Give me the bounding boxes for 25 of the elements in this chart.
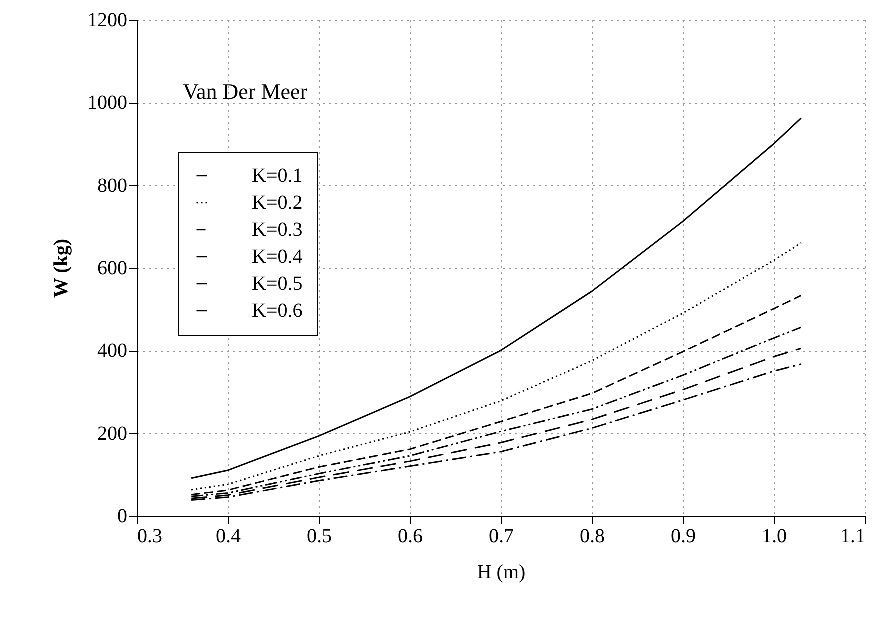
legend-label: K=0.2 <box>252 192 303 214</box>
x-tick-label: 1.0 <box>762 526 787 548</box>
y-tick-label: 600 <box>98 258 128 280</box>
y-axis-title: W (kg) <box>50 238 72 298</box>
y-tick-label: 1000 <box>88 92 128 114</box>
x-tick-label: 0.4 <box>216 526 241 548</box>
x-axis-title: H (m) <box>477 562 526 584</box>
y-tick-label: 800 <box>98 174 128 197</box>
y-tick-label: 200 <box>98 422 128 445</box>
x-tick-label: 0.9 <box>671 526 696 548</box>
annotation: Van Der Meer <box>183 79 308 104</box>
legend-label: K=0.5 <box>252 273 303 295</box>
y-tick-label: 400 <box>98 340 128 362</box>
x-tick-label: 0.7 <box>489 526 514 548</box>
legend-label: K=0.6 <box>252 300 303 322</box>
legend-label: K=0.4 <box>252 246 303 268</box>
y-tick-label: 0 <box>118 506 128 528</box>
y-tick-label: 1200 <box>88 10 128 32</box>
x-tick-label: 1.1 <box>840 526 866 548</box>
x-tick-label: 0.5 <box>307 526 332 548</box>
x-tick-label: 0.3 <box>138 526 162 548</box>
x-tick-label: 0.6 <box>398 526 423 548</box>
x-tick-label: 0.8 <box>580 526 605 548</box>
legend-label: K=0.1 <box>252 165 303 187</box>
legend-label: K=0.3 <box>252 219 303 241</box>
